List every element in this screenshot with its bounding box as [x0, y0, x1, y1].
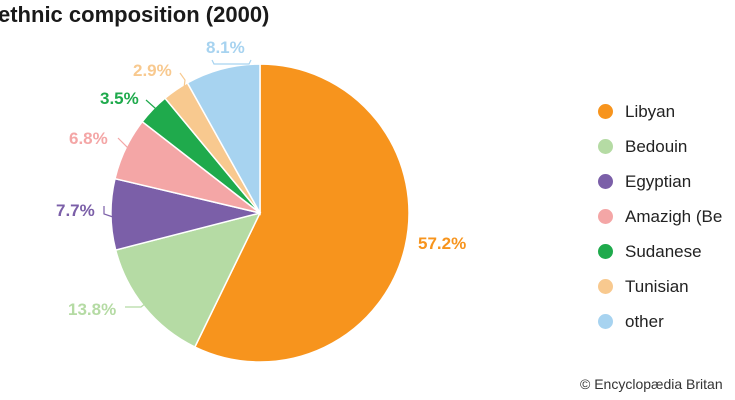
slice-label-other: 8.1% — [206, 38, 245, 57]
legend-swatch — [598, 104, 613, 119]
pie-slice-libyan — [193, 63, 410, 363]
chart-title: ethnic composition (2000) — [0, 2, 270, 27]
legend-item-other: other — [598, 304, 722, 339]
leader-line-bedouin — [125, 299, 151, 308]
legend-swatch — [598, 209, 613, 224]
legend-swatch — [598, 244, 613, 259]
slice-label-sudanese: 3.5% — [100, 89, 139, 108]
legend-item-libyan: Libyan — [598, 94, 722, 129]
leader-line-egyptian — [103, 206, 114, 218]
slice-label-egyptian: 7.7% — [56, 201, 95, 220]
slice-label-tunisian: 2.9% — [133, 61, 172, 80]
legend-item-egyptian: Egyptian — [598, 164, 722, 199]
legend-label: other — [625, 311, 664, 331]
pie-slice-bedouin — [114, 211, 262, 349]
legend-swatch — [598, 139, 613, 154]
legend-item-bedouin: Bedouin — [598, 129, 722, 164]
leader-line-tunisian — [179, 72, 186, 89]
legend-item-sudanese: Sudanese — [598, 234, 722, 269]
legend-label: Tunisian — [625, 276, 689, 296]
leader-line-other — [211, 59, 252, 65]
leader-line-amazigh-be — [117, 137, 132, 152]
slice-label-libyan: 57.2% — [418, 234, 466, 253]
legend-swatch — [598, 279, 613, 294]
legend-label: Bedouin — [625, 136, 688, 156]
legend-label: Amazigh (Be — [625, 206, 723, 226]
legend-item-amazigh-be: Amazigh (Be — [598, 199, 722, 234]
legend-item-tunisian: Tunisian — [598, 269, 722, 304]
leader-line-sudanese — [145, 99, 158, 116]
legend-label: Egyptian — [625, 171, 692, 191]
slice-label-amazigh-be: 6.8% — [69, 129, 108, 148]
legend-swatch — [598, 314, 613, 329]
legend-label: Libyan — [625, 101, 676, 121]
legend-label: Sudanese — [625, 241, 702, 261]
legend-swatch — [598, 174, 613, 189]
slice-label-bedouin: 13.8% — [68, 300, 116, 319]
copyright-credit: © Encyclopædia Britan — [580, 376, 723, 392]
pie-slice-other — [186, 63, 261, 216]
legend: Libyan Bedouin Egyptian Amazigh (Be Sudanese… — [598, 94, 722, 339]
